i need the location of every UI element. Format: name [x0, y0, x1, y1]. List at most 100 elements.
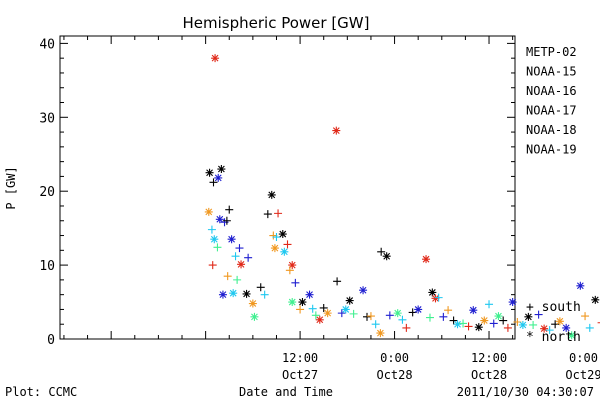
north-marker-noaa-16	[210, 235, 219, 244]
north-marker-noaa-15	[359, 286, 368, 295]
north-marker-noaa-19	[422, 255, 431, 264]
legend-item-noaa-18: NOAA-18	[526, 123, 577, 137]
north-marker-noaa-15	[214, 173, 223, 182]
footer-timestamp: 2011/10/30 04:30:07	[457, 385, 594, 399]
north-marker-metp-02	[474, 323, 483, 332]
footer-plot-credit: Plot: CCMC	[5, 385, 77, 399]
north-marker-metp-02	[428, 288, 437, 297]
north-marker-noaa-16	[453, 320, 462, 329]
south-marker-noaa-19	[208, 261, 217, 270]
south-marker-noaa-17	[425, 313, 434, 322]
north-marker-noaa-15	[305, 290, 314, 299]
south-marker-noaa-16	[434, 293, 443, 302]
south-marker-noaa-15	[291, 278, 300, 287]
marker-legend-south: + south	[526, 300, 581, 315]
north-marker-metp-02	[242, 289, 251, 298]
legend-item-noaa-17: NOAA-17	[526, 104, 577, 118]
north-marker-noaa-15	[414, 305, 423, 314]
north-marker-noaa-19	[315, 315, 324, 324]
south-marker-noaa-16	[260, 290, 269, 299]
north-marker-noaa-17	[250, 312, 259, 321]
north-marker-noaa-19	[431, 294, 440, 303]
north-marker-noaa-19	[540, 324, 549, 333]
south-marker-noaa-17	[529, 320, 538, 329]
north-marker-noaa-15	[469, 306, 478, 315]
y-tick-label: 30	[39, 111, 55, 126]
y-tick-label: 40	[39, 37, 55, 52]
north-marker-noaa-18	[323, 309, 332, 318]
north-marker-metp-02	[205, 168, 214, 177]
south-marker-noaa-19	[283, 240, 292, 249]
south-marker-metp-02	[209, 178, 218, 187]
legend: METP-02 NOAA-15 NOAA-16 NOAA-17 NOAA-18 NOAA-…	[526, 45, 577, 157]
south-marker-metp-02	[256, 283, 265, 292]
north-marker-noaa-15	[562, 323, 571, 332]
south-marker-metp-02	[499, 316, 508, 325]
x-axis-label: Date and Time	[239, 385, 333, 399]
data-points	[204, 54, 600, 340]
south-marker-noaa-17	[233, 275, 242, 284]
south-marker-noaa-19	[464, 322, 473, 331]
north-marker-noaa-16	[518, 320, 527, 329]
south-marker-noaa-19	[274, 209, 283, 218]
north-marker-metp-02	[217, 165, 226, 174]
x-tick-date-label: Oct28	[376, 368, 412, 382]
south-marker-noaa-16	[308, 304, 317, 313]
north-marker-noaa-19	[211, 54, 220, 63]
y-tick-label: 10	[39, 259, 55, 274]
south-marker-noaa-17	[459, 319, 468, 328]
south-marker-metp-02	[551, 320, 560, 329]
south-marker-noaa-19	[503, 323, 512, 332]
y-axis-label: P [GW]	[4, 166, 18, 209]
north-marker-noaa-15	[215, 215, 224, 224]
north-marker-metp-02	[591, 295, 600, 304]
legend-item-noaa-15: NOAA-15	[526, 65, 577, 79]
north-marker-noaa-18	[248, 299, 257, 308]
south-marker-noaa-19	[597, 322, 600, 324]
south-marker-noaa-15	[534, 310, 543, 319]
plot-frame	[59, 35, 516, 340]
south-marker-noaa-16	[231, 252, 240, 261]
south-marker-metp-02	[333, 277, 342, 286]
north-marker-noaa-17	[393, 309, 402, 318]
south-marker-noaa-17	[311, 311, 320, 320]
north-marker-noaa-15	[227, 235, 236, 244]
south-marker-noaa-16	[371, 320, 380, 329]
north-marker-metp-02	[524, 312, 533, 321]
south-marker-noaa-18	[223, 272, 232, 281]
north-marker-noaa-18	[480, 316, 489, 325]
south-marker-metp-02	[363, 312, 372, 321]
south-marker-noaa-16	[272, 233, 281, 242]
x-tick-time-label: 0:00	[569, 351, 598, 365]
north-marker-noaa-18	[555, 317, 564, 326]
north-marker-metp-02	[345, 296, 354, 305]
south-marker-noaa-15	[385, 311, 394, 320]
south-marker-noaa-18	[296, 305, 305, 314]
north-marker-metp-02	[382, 252, 391, 261]
south-marker-metp-02	[377, 247, 386, 256]
y-axis: 0 10 20 30 40	[39, 37, 515, 348]
marker-legend-north: * north	[526, 330, 581, 345]
legend-item-noaa-16: NOAA-16	[526, 84, 577, 98]
south-marker-metp-02	[222, 216, 231, 225]
north-marker-metp-02	[278, 230, 287, 239]
x-tick-time-label: 12:00	[282, 351, 318, 365]
y-tick-label: 20	[39, 185, 55, 200]
north-marker-noaa-17	[288, 298, 297, 307]
north-marker-noaa-15	[508, 298, 517, 307]
north-marker-noaa-17	[567, 331, 576, 340]
legend-item-noaa-19: NOAA-19	[526, 143, 577, 157]
chart-title: Hemispheric Power [GW]	[183, 14, 370, 32]
x-tick-date-label: Oct27	[282, 368, 318, 382]
south-marker-metp-02	[319, 303, 328, 312]
north-marker-noaa-16	[341, 305, 350, 314]
south-marker-metp-02	[449, 316, 458, 325]
north-marker-noaa-19	[332, 126, 341, 135]
x-tick-time-label: 0:00	[380, 351, 409, 365]
north-marker-noaa-15	[218, 290, 227, 299]
north-marker-noaa-16	[280, 247, 289, 256]
south-marker-noaa-15	[489, 319, 498, 328]
north-marker-metp-02	[267, 190, 276, 199]
north-marker-noaa-18	[204, 207, 213, 216]
south-marker-noaa-16	[585, 323, 594, 332]
